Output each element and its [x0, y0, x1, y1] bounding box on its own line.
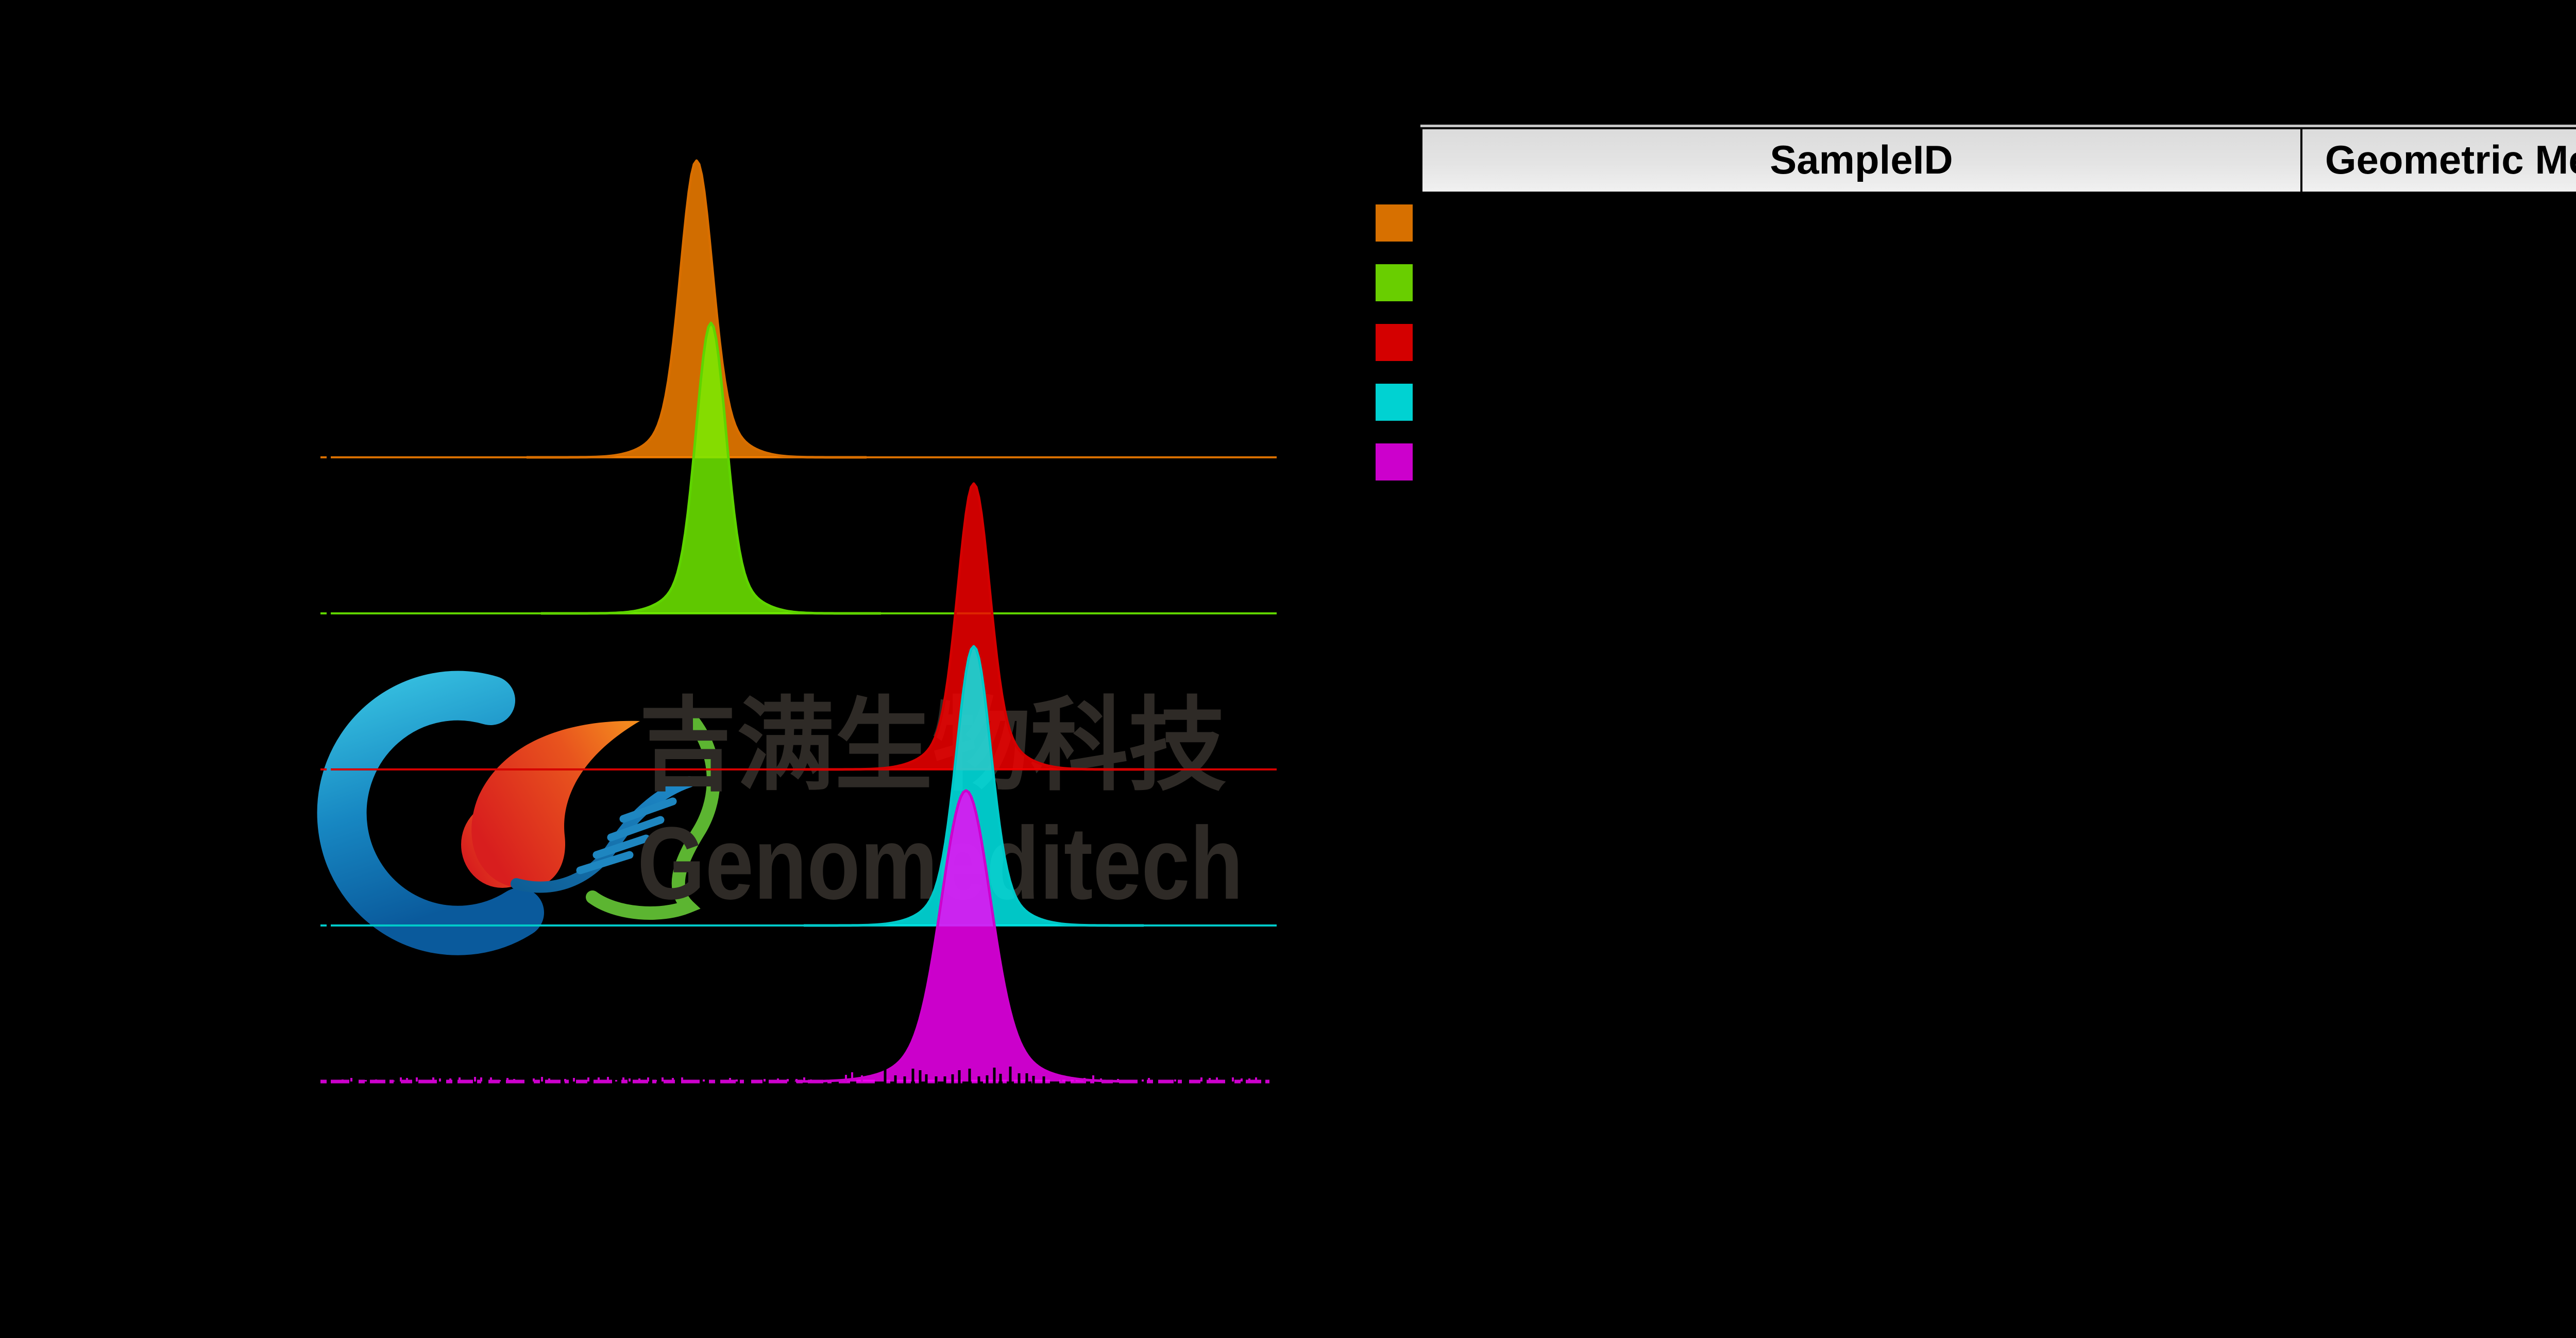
histogram-row-3: [320, 482, 1277, 771]
column-header-sampleid: SampleID: [1770, 137, 1953, 182]
logo-blue-swoosh: [317, 671, 544, 955]
histogram-row-1: [320, 159, 1277, 459]
histogram-row-2: [320, 321, 1277, 615]
logo-leaf: [586, 716, 720, 920]
legend: [1376, 204, 1413, 481]
histogram-overlay: [320, 159, 1277, 1084]
logo-dna-rungs: [576, 797, 677, 874]
table-top-border-line: [1420, 125, 2576, 127]
watermark-group: 吉满生物科技 Genomeditech: [317, 671, 1243, 955]
legend-swatch-cyan: [1376, 384, 1413, 421]
column-header-geometric-mean: Geometric Mean : FL11-H: [2325, 137, 2576, 182]
table-header-background: [1420, 127, 2576, 194]
legend-swatch-green: [1376, 264, 1413, 301]
logo-dna-strand: [511, 776, 695, 893]
stats-table: SampleID Geometric Mean : FL11-H: [1420, 125, 2576, 194]
legend-swatch-red: [1376, 324, 1413, 361]
legend-swatch-magenta: [1376, 443, 1413, 481]
histogram-row-5: [320, 789, 1277, 1084]
legend-swatch-orange: [1376, 204, 1413, 242]
histogram-row-4: [320, 645, 1277, 927]
genomeditech-logo: [317, 671, 720, 955]
logo-flame: [471, 721, 640, 889]
